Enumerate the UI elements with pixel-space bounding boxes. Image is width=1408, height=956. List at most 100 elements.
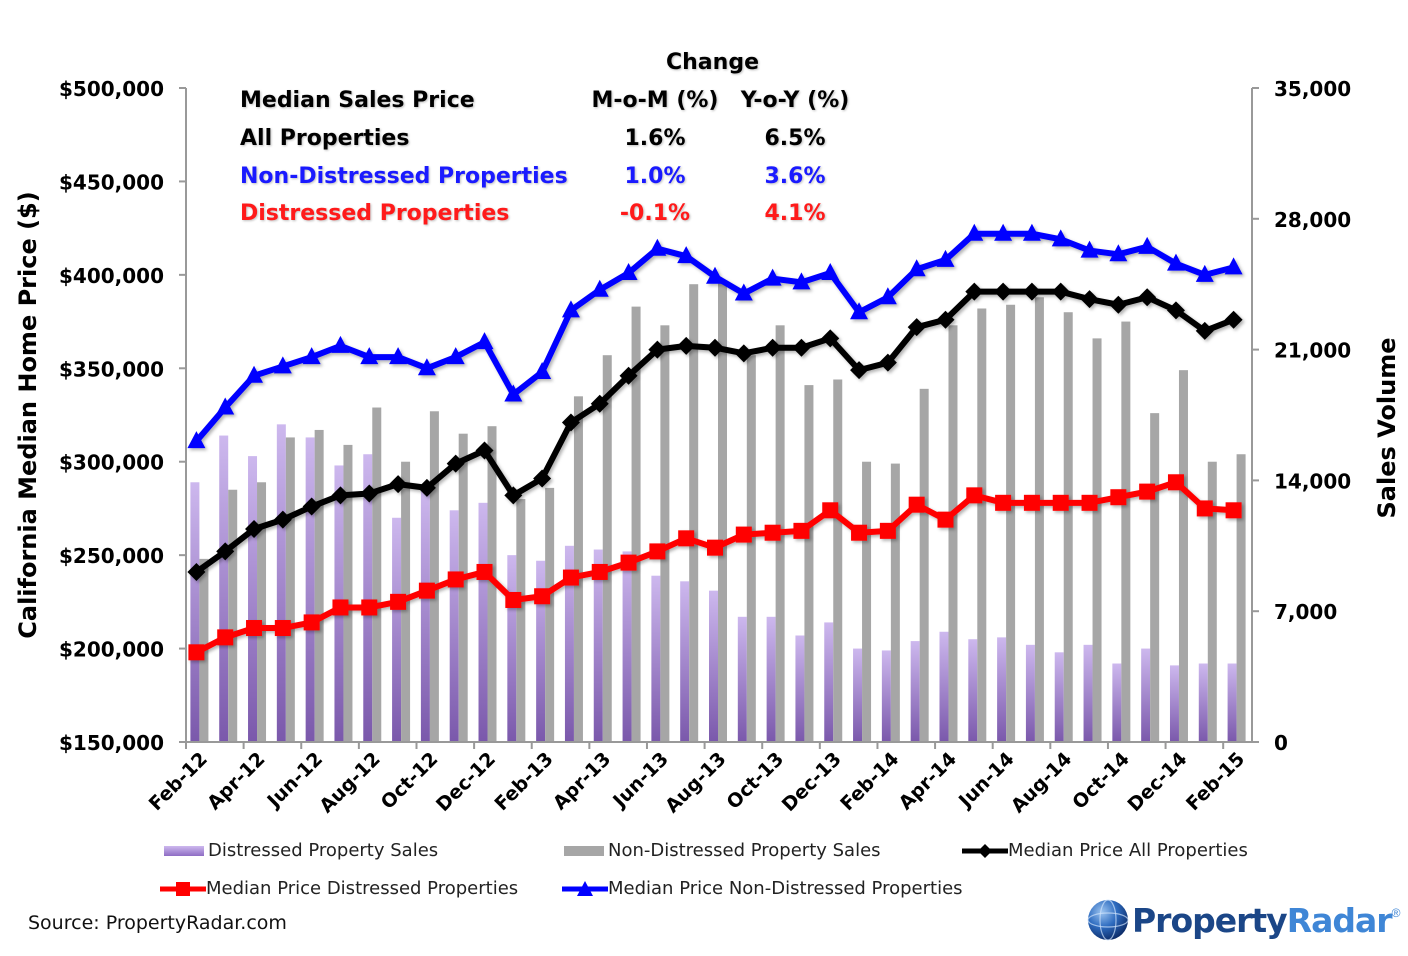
bar-distressed-sales (968, 639, 978, 742)
data-point-square (879, 522, 896, 539)
y2-tick-label: 35,000 (1274, 77, 1351, 101)
data-point-square (649, 543, 666, 560)
data-point-square (591, 563, 608, 580)
x-tick-label: Feb-14 (836, 748, 903, 815)
data-point-diamond (1080, 290, 1099, 309)
bar-distressed-sales (1198, 663, 1208, 742)
data-point-square (505, 591, 522, 608)
y2-axis-title: Sales Volume (1373, 338, 1401, 519)
data-point-square (995, 494, 1012, 511)
data-point-triangle (389, 347, 408, 365)
x-tick-label: Dec-13 (778, 748, 846, 816)
data-point-diamond (504, 486, 523, 505)
table-cell-yoy: 4.1% (764, 201, 826, 226)
data-point-square (707, 539, 723, 556)
bar-nondistressed-sales (1207, 461, 1217, 742)
data-point-triangle (965, 223, 984, 241)
x-tick-label: Apr-13 (549, 748, 615, 814)
red-square-line-icon (160, 881, 206, 896)
bar-nondistressed-sales (228, 489, 238, 742)
bar-nondistressed-sales (545, 487, 555, 742)
table-cell-yoy: 6.5% (764, 126, 826, 151)
data-point-square (274, 620, 291, 637)
data-point-square (1139, 483, 1156, 500)
bar-nondistressed-sales (257, 482, 267, 742)
bar-nondistressed-sales (458, 433, 468, 742)
y-tick-label: $200,000 (59, 638, 164, 662)
data-point-diamond (619, 366, 638, 385)
data-point-square (822, 502, 839, 519)
data-point-diamond (389, 475, 408, 494)
data-point-triangle (763, 268, 782, 286)
logo-registered-mark: ® (1391, 906, 1401, 920)
table-cell-yoy: 3.6% (764, 163, 826, 189)
bar-nondistressed-sales (862, 461, 872, 742)
legend-label: Non-Distressed Property Sales (608, 840, 881, 861)
bar-distressed-sales (392, 517, 402, 742)
data-point-triangle (850, 302, 869, 320)
bar-distressed-sales (363, 454, 373, 742)
data-point-diamond (878, 353, 897, 372)
legend-median-all: Median Price All Properties (962, 840, 1248, 861)
data-point-square (1052, 494, 1069, 511)
bar-nondistressed-sales (890, 463, 900, 742)
black-diamond-line-icon (962, 843, 1008, 858)
data-point-triangle (245, 365, 264, 383)
bar-distressed-sales (1169, 665, 1179, 742)
bar-distressed-sales (507, 555, 517, 742)
bar-nondistressed-sales (689, 284, 699, 742)
x-tick-label: Apr-12 (203, 748, 269, 814)
y-tick-label: $450,000 (59, 170, 164, 194)
data-point-square (361, 599, 378, 616)
data-point-triangle (706, 266, 724, 284)
x-tick-label: Dec-14 (1123, 748, 1191, 816)
bar-nondistressed-sales (487, 426, 497, 742)
bar-distressed-sales (622, 551, 632, 742)
bar-distressed-sales (997, 637, 1007, 742)
data-point-diamond (677, 336, 696, 355)
bar-distressed-sales (737, 616, 747, 742)
data-point-diamond (1195, 321, 1214, 340)
bar-nondistressed-sales (948, 325, 958, 742)
data-point-square (447, 571, 464, 588)
data-point-diamond (417, 478, 436, 497)
data-point-triangle (216, 397, 235, 415)
data-point-square (937, 511, 954, 528)
data-point-triangle (187, 431, 206, 449)
data-point-triangle (446, 347, 465, 365)
data-point-diamond (533, 469, 552, 488)
bar-nondistressed-sales (660, 325, 670, 742)
y-tick-label: $250,000 (59, 544, 164, 568)
bar-distressed-sales (651, 575, 661, 742)
x-tick-label: Oct-12 (377, 748, 443, 814)
logo-text-radar: Radar (1286, 900, 1393, 940)
bar-distressed-sales (709, 590, 718, 742)
table-col-label: Median Sales Price (240, 88, 475, 113)
data-point-diamond (936, 310, 955, 329)
data-point-square (246, 620, 263, 637)
x-tick-label: Feb-13 (490, 748, 557, 815)
data-point-diamond (1051, 282, 1070, 301)
bar-nondistressed-sales (1236, 454, 1246, 742)
data-point-diamond (187, 562, 206, 581)
data-point-triangle (302, 347, 321, 365)
x-tick-label: Feb-12 (145, 748, 212, 815)
data-point-diamond (1138, 288, 1157, 307)
bar-distressed-sales (1054, 652, 1064, 742)
data-point-triangle (619, 262, 638, 280)
y2-tick-label: 28,000 (1274, 208, 1351, 232)
bar-distressed-sales (219, 435, 229, 742)
data-point-square (678, 530, 695, 547)
table-cell-label: Distressed Properties (240, 201, 510, 226)
data-point-diamond (1224, 310, 1243, 329)
data-point-diamond (1166, 301, 1185, 320)
data-point-diamond (302, 497, 321, 516)
legend-label: Median Price Non-Distressed Properties (608, 878, 963, 899)
data-point-square (1081, 494, 1098, 511)
data-point-square (390, 593, 407, 610)
logo-text-property: Property (1132, 900, 1288, 940)
table-cell-label: All Properties (240, 126, 410, 151)
data-point-triangle (331, 335, 350, 353)
bar-distressed-sales (564, 545, 574, 742)
